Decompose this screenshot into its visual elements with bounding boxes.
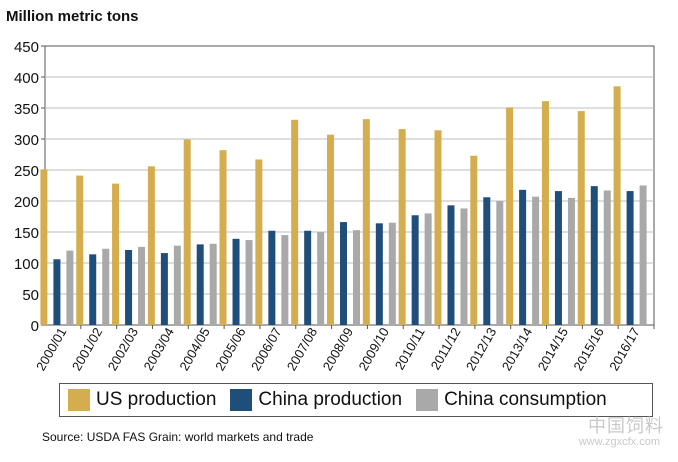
y-axis-title: Million metric tons — [6, 8, 139, 25]
bar-us-production — [183, 139, 191, 325]
y-tick-label: 0 — [31, 318, 39, 335]
bar-us-production — [76, 175, 84, 325]
bar-china-consumption — [639, 185, 647, 325]
y-tick-label: 200 — [14, 194, 39, 211]
x-tick-label: 2001/02 — [69, 325, 105, 373]
bar-china-consumption — [424, 213, 432, 325]
x-tick-label: 2010/11 — [392, 325, 428, 372]
legend-swatch-china-consumption — [416, 389, 439, 411]
bar-us-production — [40, 169, 48, 325]
x-tick-label: 2015/16 — [570, 325, 606, 373]
bar-china-consumption — [603, 190, 611, 325]
legend-label: China production — [258, 389, 403, 410]
bar-us-production — [112, 183, 120, 325]
y-tick-label: 350 — [14, 101, 39, 118]
x-tick-label: 2006/07 — [248, 325, 284, 373]
bar-china-production — [160, 253, 168, 325]
legend-item-us-production: US production — [68, 389, 216, 411]
x-tick-label: 2002/03 — [105, 325, 141, 373]
x-tick-label: 2014/15 — [535, 325, 571, 373]
watermark: 中国饲料 — [588, 416, 664, 436]
watermark-url: www.zgxcfx.com — [578, 436, 660, 448]
bar-china-consumption — [209, 243, 217, 325]
source-note: Source: USDA FAS Grain: world markets an… — [42, 430, 314, 444]
bar-us-production — [147, 166, 155, 325]
x-tick-label: 2016/17 — [606, 325, 642, 373]
bar-us-production — [362, 119, 370, 325]
bar-china-production — [268, 230, 276, 325]
x-tick-label: 2005/06 — [212, 325, 248, 373]
y-tick-label: 450 — [14, 39, 39, 56]
bar-china-production — [125, 249, 133, 325]
y-tick-label: 50 — [22, 287, 39, 304]
legend-item-china-production: China production — [230, 389, 402, 411]
bar-china-consumption — [353, 230, 360, 325]
bar-us-production — [506, 107, 514, 325]
y-tick-label: 400 — [14, 70, 39, 87]
legend-swatch-us-production — [68, 389, 90, 411]
x-tick-label: 2012/13 — [463, 325, 499, 373]
bar-china-consumption — [388, 222, 396, 325]
bar-china-consumption — [102, 248, 110, 325]
bar-china-consumption — [138, 246, 146, 325]
bar-china-production — [411, 215, 419, 325]
bar-china-consumption — [281, 235, 289, 325]
y-tick-label: 150 — [14, 225, 39, 242]
bar-china-consumption — [66, 250, 74, 325]
legend-swatch-china-production — [230, 389, 253, 411]
bar-china-production — [519, 189, 527, 325]
bar-china-production — [554, 191, 562, 325]
plot-area — [44, 45, 655, 326]
bar-china-production — [53, 259, 61, 325]
x-tick-label: 2003/04 — [140, 325, 176, 373]
x-tick-label: 2004/05 — [176, 325, 212, 373]
bar-us-production — [577, 111, 585, 325]
x-tick-label: 2007/08 — [284, 325, 320, 373]
bar-china-consumption — [460, 208, 468, 325]
bar-china-production — [375, 223, 383, 325]
y-tick-label: 250 — [14, 163, 39, 180]
bar-china-production — [340, 222, 347, 325]
bar-us-production — [541, 101, 549, 326]
bar-china-production — [89, 254, 97, 325]
bar-us-production — [291, 119, 299, 325]
y-tick-label: 100 — [14, 256, 39, 273]
x-tick-label: 2013/14 — [499, 325, 535, 373]
x-tick-label: 2009/10 — [355, 325, 391, 373]
y-tick-label: 300 — [14, 132, 39, 149]
bar-china-production — [232, 238, 240, 325]
bar-us-production — [219, 150, 227, 325]
legend-item-china-consumption: China consumption — [416, 389, 607, 411]
bar-china-production — [626, 191, 634, 325]
bar-china-consumption — [567, 197, 575, 325]
legend-label: US production — [96, 389, 217, 410]
bar-us-production — [398, 129, 406, 325]
bar-china-production — [447, 205, 455, 325]
bar-us-production — [613, 86, 621, 325]
legend-label: China consumption — [444, 389, 607, 410]
bar-china-production — [483, 197, 491, 325]
x-tick-label: 2011/12 — [428, 325, 464, 372]
legend: US production China production China con… — [59, 383, 653, 417]
bar-us-production — [470, 155, 478, 325]
bar-china-consumption — [317, 232, 325, 325]
bar-china-consumption — [245, 240, 253, 325]
bar-china-consumption — [173, 245, 181, 325]
bar-us-production — [327, 134, 334, 325]
x-tick-label: 2008/09 — [320, 325, 356, 373]
bar-china-consumption — [532, 196, 540, 325]
bar-china-production — [590, 186, 598, 325]
bar-china-production — [304, 230, 312, 325]
bar-us-production — [255, 159, 263, 325]
bar-us-production — [434, 130, 442, 325]
bar-china-production — [196, 244, 204, 325]
bar-china-consumption — [496, 201, 504, 325]
